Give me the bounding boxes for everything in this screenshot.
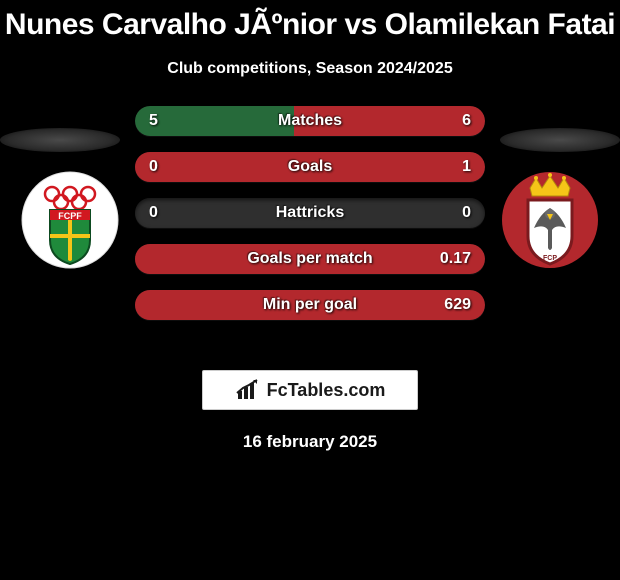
page-title: Nunes Carvalho JÃºnior vs Olamilekan Fat… bbox=[0, 0, 620, 42]
watermark: FcTables.com bbox=[202, 370, 418, 410]
stat-bar-right bbox=[135, 244, 485, 274]
badge-shadow-left bbox=[0, 128, 120, 152]
comparison-stage: FCPF FCP 56Matches01Goals00Hattricks0.17… bbox=[0, 106, 620, 356]
svg-text:FCPF: FCPF bbox=[58, 211, 82, 221]
club-badge-right: FCP bbox=[500, 170, 600, 270]
stat-row: 56Matches bbox=[135, 106, 485, 136]
stat-rows: 56Matches01Goals00Hattricks0.17Goals per… bbox=[135, 106, 485, 336]
stat-value-right: 6 bbox=[462, 106, 471, 136]
stat-value-left: 5 bbox=[149, 106, 158, 136]
stat-row: 01Goals bbox=[135, 152, 485, 182]
page-subtitle: Club competitions, Season 2024/2025 bbox=[0, 60, 620, 78]
badge-shadow-right bbox=[500, 128, 620, 152]
svg-text:FCP: FCP bbox=[543, 255, 557, 262]
stat-value-right: 629 bbox=[444, 290, 471, 320]
stat-value-right: 0.17 bbox=[440, 244, 471, 274]
chart-icon bbox=[235, 379, 263, 401]
stat-value-left: 0 bbox=[149, 198, 158, 228]
stat-bar-left bbox=[135, 106, 294, 136]
stat-row: 629Min per goal bbox=[135, 290, 485, 320]
stat-bar-right bbox=[135, 290, 485, 320]
stat-value-right: 0 bbox=[462, 198, 471, 228]
club-badge-left: FCPF bbox=[20, 170, 120, 270]
date-label: 16 february 2025 bbox=[0, 432, 620, 452]
stat-row: 0.17Goals per match bbox=[135, 244, 485, 274]
stat-value-right: 1 bbox=[462, 152, 471, 182]
stat-bar-right bbox=[135, 152, 485, 182]
watermark-text: FcTables.com bbox=[267, 380, 386, 401]
stat-label: Hattricks bbox=[135, 198, 485, 228]
stat-bar-right bbox=[294, 106, 485, 136]
stat-row: 0 0Hattricks bbox=[135, 198, 485, 228]
stat-value-left: 0 bbox=[149, 152, 158, 182]
